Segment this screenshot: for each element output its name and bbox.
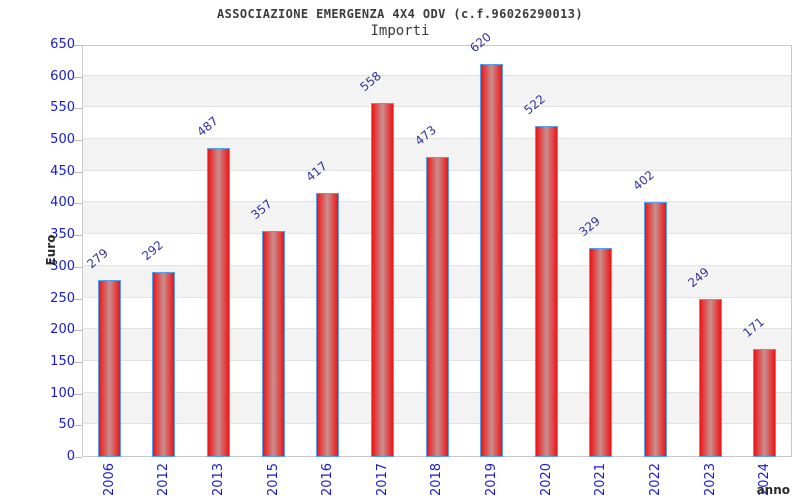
x-tick-label: 2021 bbox=[581, 459, 621, 499]
y-tick-mark bbox=[74, 203, 82, 205]
y-tick-label: 350 bbox=[50, 227, 75, 243]
x-tick-label: 2012 bbox=[144, 459, 184, 499]
x-tick-label-text: 2021 bbox=[593, 462, 609, 496]
x-tick-label-text: 2016 bbox=[320, 462, 336, 496]
x-tick-label-text: 2006 bbox=[101, 462, 117, 496]
y-tick-label: 0 bbox=[66, 449, 75, 464]
bar bbox=[643, 202, 667, 457]
grid-band bbox=[83, 75, 791, 108]
y-tick-label: 450 bbox=[50, 163, 75, 179]
x-axis-title: anno bbox=[756, 483, 790, 497]
y-tick-label: 600 bbox=[50, 68, 75, 84]
y-tick-label: 500 bbox=[50, 132, 75, 148]
gridline bbox=[83, 74, 791, 76]
y-tick-mark bbox=[74, 235, 82, 237]
y-tick-mark bbox=[74, 393, 82, 395]
x-tick-label: 2023 bbox=[690, 459, 730, 499]
y-tick-label: 100 bbox=[50, 385, 75, 401]
y-tick-mark bbox=[74, 457, 82, 458]
x-tick-label: 2019 bbox=[472, 459, 512, 499]
bar bbox=[316, 193, 340, 457]
y-tick-label: 400 bbox=[50, 195, 75, 211]
y-tick-label: 550 bbox=[50, 100, 75, 116]
bar bbox=[698, 299, 722, 457]
bar bbox=[207, 148, 231, 457]
y-tick-mark bbox=[74, 425, 82, 427]
gridline bbox=[83, 138, 791, 140]
y-tick-mark bbox=[74, 108, 82, 110]
bar bbox=[753, 349, 777, 457]
x-tick-label: 2022 bbox=[635, 459, 675, 499]
x-tick-label: 2006 bbox=[89, 459, 129, 499]
y-tick-label: 150 bbox=[50, 353, 75, 369]
x-tick-label: 2015 bbox=[253, 459, 293, 499]
bar bbox=[534, 126, 558, 457]
y-tick-mark bbox=[74, 45, 82, 46]
x-tick-label-text: 2012 bbox=[156, 462, 172, 496]
x-tick-label-text: 2018 bbox=[429, 462, 445, 496]
y-tick-label: 250 bbox=[50, 290, 75, 306]
x-tick-label-text: 2017 bbox=[374, 462, 390, 496]
y-tick-mark bbox=[74, 330, 82, 332]
x-tick-label: 2017 bbox=[362, 459, 402, 499]
y-tick-mark bbox=[74, 76, 82, 78]
bar bbox=[152, 272, 176, 457]
y-tick-mark bbox=[74, 266, 82, 268]
bar bbox=[480, 64, 504, 457]
x-tick-label-text: 2013 bbox=[211, 462, 227, 496]
bar bbox=[589, 248, 613, 457]
y-tick-label: 650 bbox=[50, 37, 75, 52]
y-tick-mark bbox=[74, 171, 82, 173]
y-tick-mark bbox=[74, 298, 82, 300]
bar bbox=[97, 280, 121, 457]
bar bbox=[425, 157, 449, 457]
gridline bbox=[83, 106, 791, 108]
x-tick-label-text: 2015 bbox=[265, 462, 281, 496]
chart-subtitle: Importi bbox=[370, 23, 430, 39]
x-tick-label: 2020 bbox=[526, 459, 566, 499]
y-axis-title: Euro bbox=[44, 234, 58, 266]
x-tick-label-text: 2022 bbox=[647, 462, 663, 496]
x-tick-label: 2016 bbox=[308, 459, 348, 499]
bar bbox=[370, 103, 394, 457]
y-tick-label: 300 bbox=[50, 258, 75, 274]
x-tick-label-text: 2019 bbox=[484, 462, 500, 496]
x-tick-label: 2018 bbox=[417, 459, 457, 499]
bar bbox=[261, 231, 285, 457]
y-tick-mark bbox=[74, 140, 82, 142]
y-tick-label: 50 bbox=[58, 417, 75, 433]
x-tick-label-text: 2023 bbox=[702, 462, 718, 496]
y-tick-label: 200 bbox=[50, 322, 75, 338]
x-tick-label-text: 2020 bbox=[538, 462, 554, 496]
y-tick-mark bbox=[74, 361, 82, 363]
x-tick-label: 2013 bbox=[199, 459, 239, 499]
chart-title: ASSOCIAZIONE EMERGENZA 4X4 ODV (c.f.9602… bbox=[217, 7, 583, 21]
